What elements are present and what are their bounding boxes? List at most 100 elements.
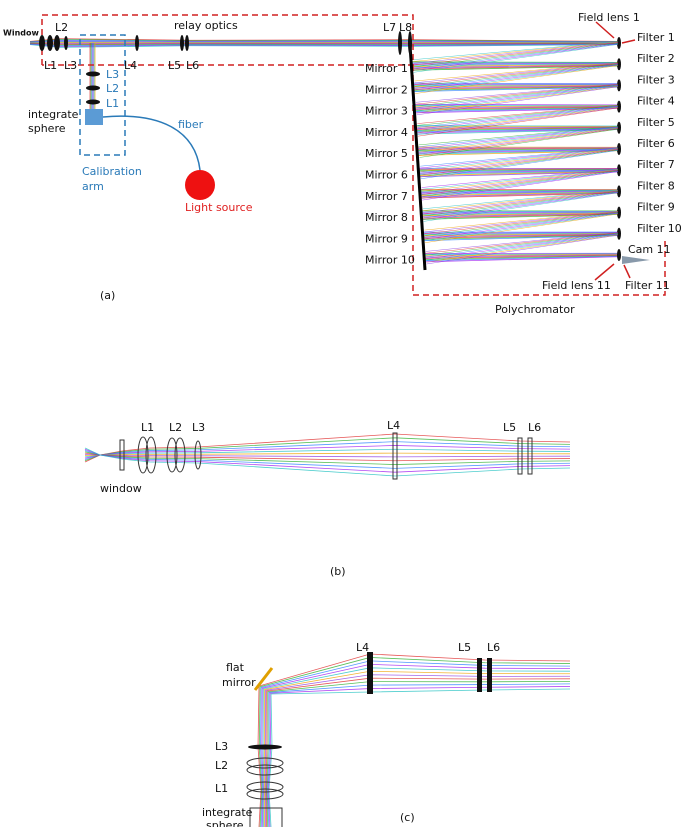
label: Filter 5 xyxy=(637,116,675,129)
ray xyxy=(424,211,619,233)
label: window xyxy=(100,482,142,495)
ray xyxy=(426,234,619,261)
ray xyxy=(426,234,619,263)
label: Mirror 5 xyxy=(365,147,408,160)
integrate-sphere xyxy=(249,807,283,827)
ray xyxy=(416,84,619,107)
ray xyxy=(426,233,619,258)
lens xyxy=(246,788,284,800)
label: Polychromator xyxy=(495,303,575,316)
ray xyxy=(414,63,619,85)
label: Calibration xyxy=(82,165,142,178)
ray xyxy=(416,85,619,110)
ray xyxy=(414,105,619,108)
lens xyxy=(180,35,184,51)
ray xyxy=(414,64,619,91)
label: sphere xyxy=(206,819,244,827)
ray xyxy=(416,84,619,105)
lens xyxy=(145,436,157,474)
lens xyxy=(194,440,202,470)
ray xyxy=(417,149,619,154)
ray xyxy=(420,150,619,180)
ray xyxy=(424,211,619,234)
ray xyxy=(421,168,619,188)
lens xyxy=(392,432,398,480)
ray xyxy=(411,61,619,63)
lens xyxy=(137,436,149,474)
ray xyxy=(411,63,619,66)
ray xyxy=(424,255,619,260)
ray xyxy=(418,126,619,146)
ray xyxy=(414,64,619,89)
fiber xyxy=(102,115,201,171)
ray xyxy=(412,84,619,88)
ray xyxy=(264,674,571,827)
label: Window xyxy=(3,29,39,38)
label: L1 xyxy=(141,421,154,434)
ray xyxy=(418,126,619,147)
ray xyxy=(421,211,619,215)
label: Filter 4 xyxy=(637,95,675,108)
label: Filter 6 xyxy=(637,137,675,150)
filter xyxy=(617,37,621,49)
ray xyxy=(413,42,619,68)
ray xyxy=(424,255,619,262)
ray xyxy=(413,43,619,71)
lens xyxy=(246,764,284,776)
ray xyxy=(414,64,619,93)
relay-box xyxy=(41,14,414,66)
ray xyxy=(425,232,619,252)
arrow xyxy=(623,264,631,279)
ray xyxy=(415,128,619,133)
filter xyxy=(617,249,621,261)
lenses-b xyxy=(119,432,533,480)
caption: (a) xyxy=(100,289,115,302)
ray xyxy=(423,191,619,217)
ray xyxy=(417,106,619,132)
ray xyxy=(417,107,619,137)
label: L4 xyxy=(124,59,137,72)
ray xyxy=(424,254,619,258)
filter xyxy=(617,185,621,198)
ray xyxy=(422,234,619,239)
label: L2 xyxy=(169,421,182,434)
camera xyxy=(622,256,650,264)
caption: (c) xyxy=(400,811,415,824)
label: L3 xyxy=(106,68,119,81)
caption: (b) xyxy=(330,565,346,578)
lenses-c-outline xyxy=(246,757,284,827)
ray xyxy=(268,688,571,827)
ray xyxy=(415,83,619,103)
ray xyxy=(417,107,619,135)
ray xyxy=(420,148,619,174)
lens xyxy=(135,35,139,51)
ray xyxy=(424,253,619,257)
ray xyxy=(418,169,619,173)
lens xyxy=(367,652,373,694)
ray xyxy=(416,86,619,116)
label: Mirror 4 xyxy=(365,126,408,139)
filter xyxy=(617,58,621,71)
ray xyxy=(416,147,619,150)
lens xyxy=(248,744,282,750)
ray xyxy=(419,128,619,156)
lens xyxy=(246,781,284,793)
lens xyxy=(185,35,189,51)
label: flat xyxy=(226,661,245,674)
label: L7 xyxy=(383,21,396,34)
label: Field lens 11 xyxy=(542,279,611,292)
label: L3 xyxy=(192,421,205,434)
label: relay optics xyxy=(174,19,238,32)
ray xyxy=(261,663,571,827)
lenses-c xyxy=(248,652,492,750)
label: integrate xyxy=(28,108,79,121)
ray xyxy=(423,189,619,210)
label: Filter 10 xyxy=(637,222,682,235)
ray xyxy=(417,104,619,124)
ray xyxy=(425,232,619,254)
ray xyxy=(412,84,619,86)
label: Mirror 2 xyxy=(365,83,408,96)
label: L3 xyxy=(64,59,77,72)
label: integrate xyxy=(202,806,253,819)
